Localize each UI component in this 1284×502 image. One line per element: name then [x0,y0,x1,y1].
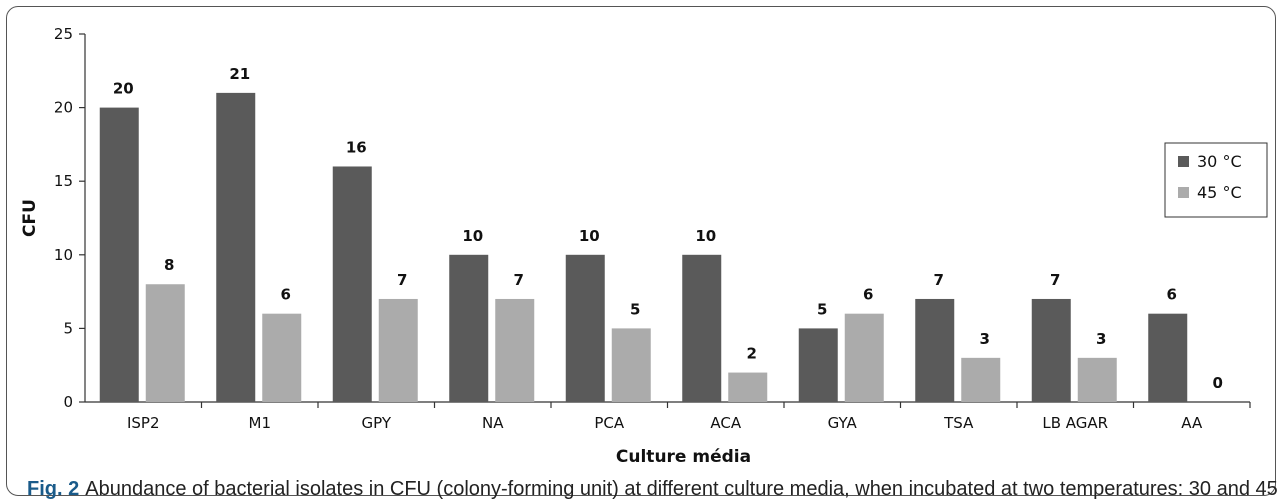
x-tick-label: NA [482,414,504,432]
bar [728,372,768,402]
bar [682,254,722,402]
bar [611,328,651,402]
x-axis-title: Culture média [616,447,751,467]
data-label: 7 [934,271,944,289]
x-tick-label: PCA [594,414,625,432]
bar [565,254,605,402]
bar [495,298,535,402]
data-label: 3 [1096,330,1106,348]
figure-caption: Fig. 2 Abundance of bacterial isolates in… [27,478,1284,501]
y-tick-label: 20 [54,99,73,117]
x-tick-label: GYA [828,414,858,432]
figure-caption-text: Abundance of bacterial isolates in CFU (… [85,478,1284,500]
bar [145,284,185,402]
data-label: 0 [1213,374,1223,392]
bar [99,107,139,402]
data-label: 7 [514,271,524,289]
data-label: 7 [1050,271,1060,289]
x-tick-label: AA [1181,414,1203,432]
y-tick-label: 25 [54,25,73,43]
data-label: 8 [164,256,174,274]
y-tick-label: 10 [54,246,73,264]
bar [1077,357,1117,402]
data-label: 10 [695,227,716,245]
bar [915,298,955,402]
data-label: 5 [630,300,640,318]
bar [798,328,838,402]
data-label: 16 [346,138,367,156]
figure-label: Fig. 2 [27,478,80,500]
x-tick-label: ACA [710,414,741,432]
data-label: 21 [229,65,250,83]
x-tick-label: M1 [249,414,272,432]
legend-box [1164,142,1268,218]
bar [262,313,302,402]
data-label: 10 [579,227,600,245]
chart-legend: 30 °C 45 °C [1164,142,1268,218]
legend-swatch [1178,187,1189,198]
legend-label: 45 °C [1197,183,1242,202]
bar [378,298,418,402]
x-tick-label: TSA [943,414,974,432]
x-tick-label: GPY [361,414,391,432]
bar [961,357,1001,402]
x-tick-label: LB AGAR [1042,414,1108,432]
bar [449,254,489,402]
y-tick-label: 5 [63,319,73,337]
data-label: 3 [980,330,990,348]
x-tick-label: ISP2 [127,414,160,432]
data-label: 6 [281,286,291,304]
data-label: 10 [462,227,483,245]
data-label: 6 [1167,286,1177,304]
data-label: 6 [863,286,873,304]
bar [216,92,256,402]
y-axis-title: CFU [20,199,40,237]
bar [1031,298,1071,402]
chart-bars: 20 8 21 6 16 7 10 7 10 5 10 2 5 6 7 3 7 3 6 0 [99,65,1223,402]
legend-label: 30 °C [1197,152,1242,171]
data-label: 7 [397,271,407,289]
data-label: 2 [747,345,757,363]
bar [1148,313,1188,402]
figure-frame: 0 5 10 15 20 25 CFU Culture média ISP2 M1 GPY NA PCA… [6,6,1284,500]
data-label: 20 [113,80,134,98]
bar [844,313,884,402]
y-tick-label: 0 [63,393,73,411]
bar [332,166,372,402]
y-tick-label: 15 [54,172,73,190]
data-label: 5 [817,300,827,318]
legend-swatch [1178,156,1189,167]
